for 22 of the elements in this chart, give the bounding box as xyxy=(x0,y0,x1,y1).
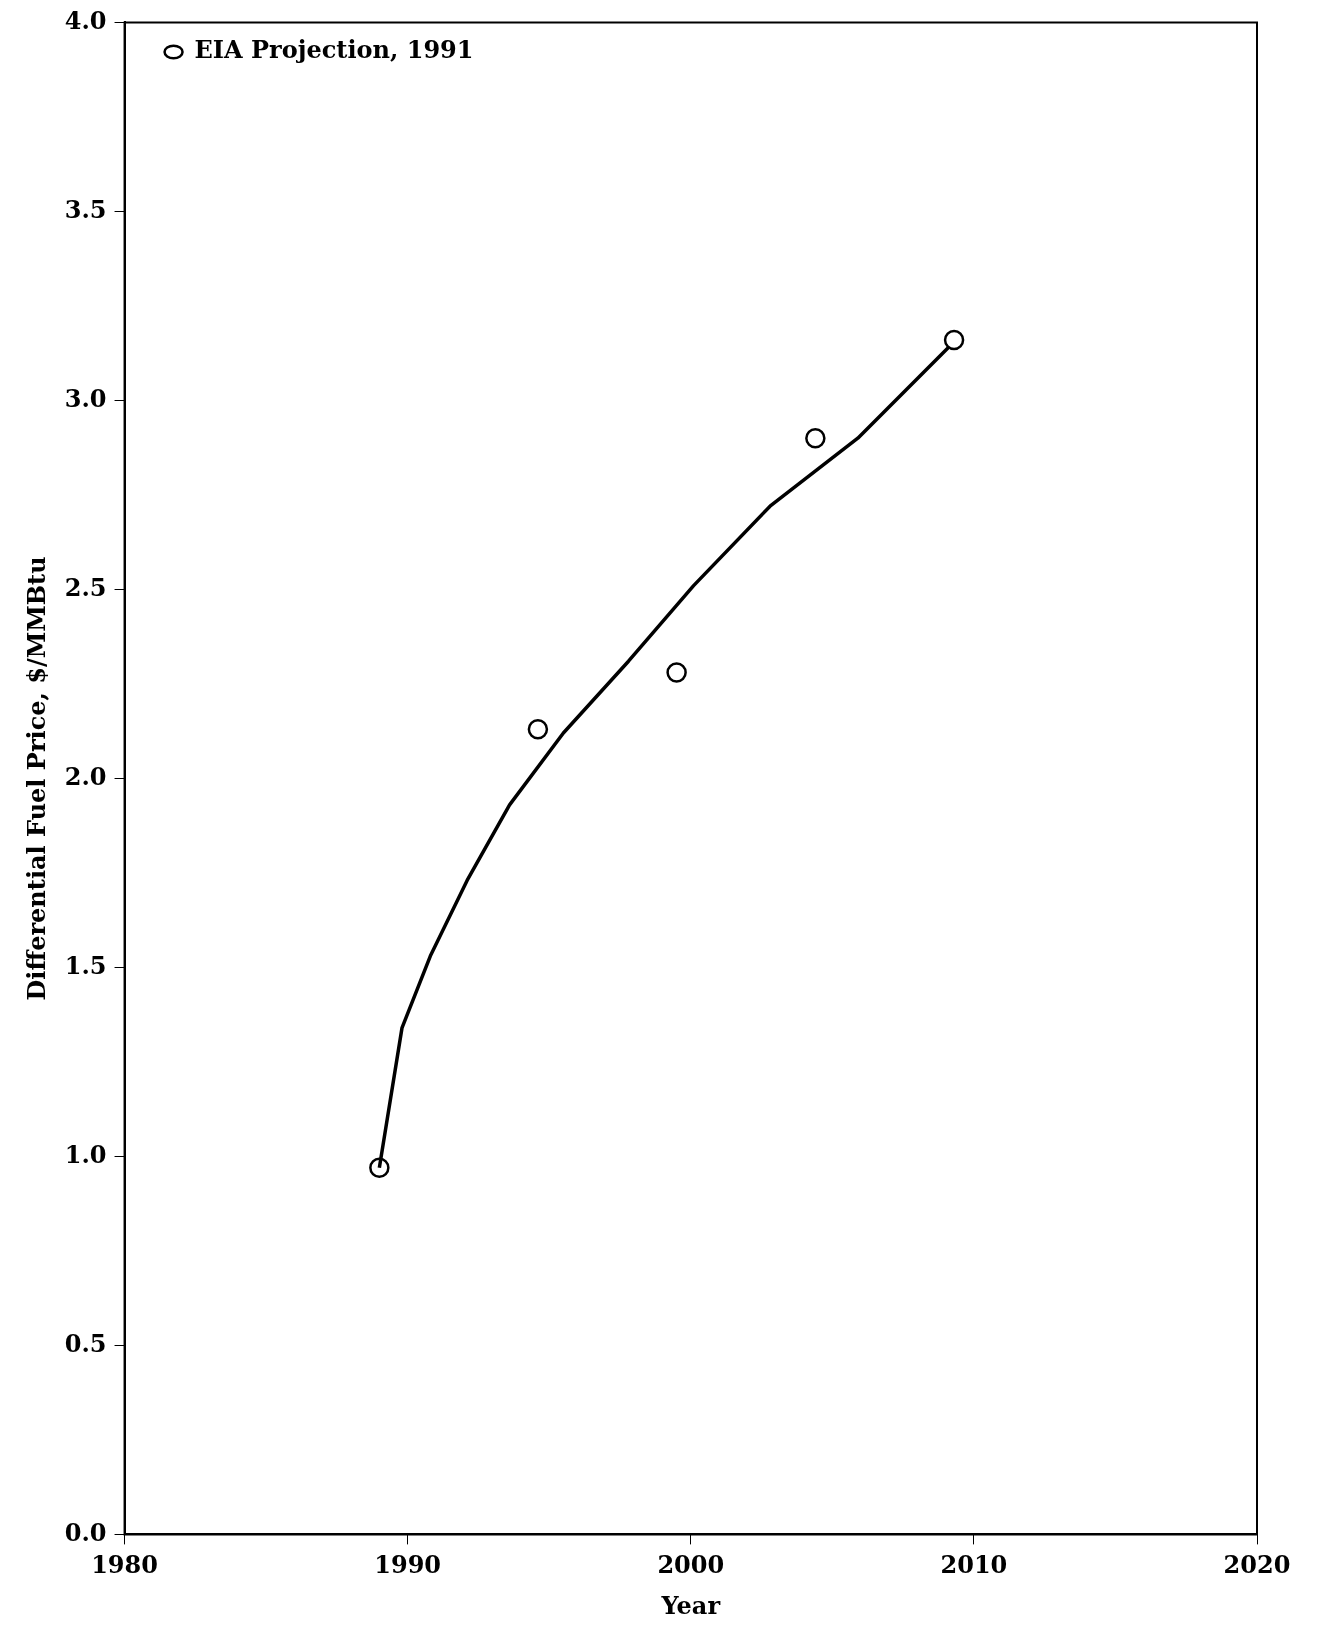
x-tick-label: 2020 xyxy=(1223,1550,1291,1580)
y-tick-label: 0.5 xyxy=(64,1328,107,1358)
point xyxy=(369,1157,390,1178)
x-tick-label: 1990 xyxy=(374,1550,442,1580)
legend-label: EIA Projection, 1991 xyxy=(194,35,474,65)
y-axis-title: Differential Fuel Price, $/MMBtu xyxy=(21,556,51,1001)
x-tick-label: 2000 xyxy=(657,1550,725,1580)
y-tick-label: 0.0 xyxy=(64,1517,107,1547)
x-tick-label: 1980 xyxy=(91,1550,158,1580)
y-tick-label: 3.5 xyxy=(64,194,107,224)
point xyxy=(527,719,549,740)
point xyxy=(943,329,965,351)
point xyxy=(666,662,687,683)
y-tick-label: 4.0 xyxy=(64,5,107,35)
y-tick-label: 2.0 xyxy=(64,761,107,791)
x-axis-title: Year xyxy=(660,1590,721,1620)
point xyxy=(805,427,826,449)
y-tick-label: 3.0 xyxy=(64,383,107,413)
x-tick-label: 2010 xyxy=(940,1550,1008,1580)
y-tick-label: 1.0 xyxy=(64,1139,107,1169)
y-tick-label: 2.5 xyxy=(64,572,107,602)
y-tick-label: 1.5 xyxy=(64,950,107,980)
